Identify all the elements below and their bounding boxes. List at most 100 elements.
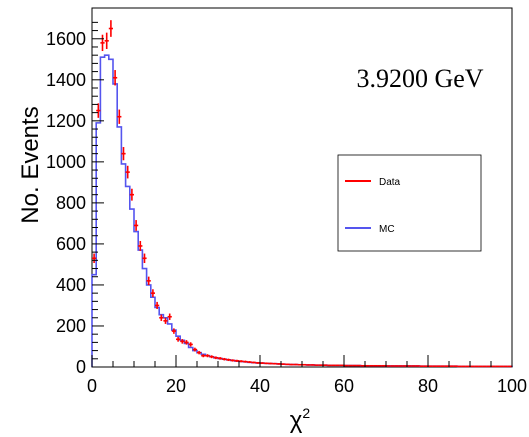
data-point bbox=[394, 365, 399, 367]
data-point bbox=[289, 363, 294, 366]
legend-label-data: Data bbox=[379, 177, 401, 188]
data-point bbox=[297, 363, 302, 366]
data-point bbox=[386, 365, 391, 367]
y-tick-label: 1400 bbox=[46, 70, 86, 90]
data-point bbox=[503, 365, 508, 368]
data-point bbox=[377, 364, 382, 367]
data-point bbox=[407, 365, 412, 367]
data-point bbox=[276, 363, 281, 365]
data-point bbox=[436, 365, 441, 367]
data-point bbox=[478, 365, 483, 368]
y-tick-label: 200 bbox=[56, 316, 86, 336]
data-point bbox=[264, 362, 269, 365]
data-point bbox=[125, 165, 130, 179]
data-point bbox=[344, 364, 349, 367]
data-point bbox=[285, 363, 290, 366]
data-point bbox=[226, 358, 231, 362]
data-point bbox=[129, 188, 134, 201]
data-point bbox=[293, 363, 298, 366]
data-point bbox=[369, 364, 374, 367]
data-point bbox=[432, 365, 437, 367]
data-point bbox=[381, 364, 386, 367]
legend-label-mc: MC bbox=[379, 224, 395, 235]
data-point bbox=[470, 365, 475, 368]
data-point bbox=[100, 34, 105, 52]
data-point bbox=[482, 365, 487, 368]
data-point bbox=[255, 361, 260, 364]
y-tick-label: 1000 bbox=[46, 152, 86, 172]
data-point bbox=[159, 314, 164, 321]
data-point bbox=[239, 360, 244, 363]
data-point bbox=[167, 313, 172, 320]
data-point bbox=[268, 362, 273, 365]
data-point bbox=[491, 365, 496, 368]
x-tick-label: 0 bbox=[87, 376, 97, 396]
y-axis-title: No. Events bbox=[17, 106, 44, 223]
data-point bbox=[171, 328, 176, 334]
data-point bbox=[495, 365, 500, 368]
data-point bbox=[348, 364, 353, 367]
data-point bbox=[150, 289, 155, 298]
legend-box bbox=[337, 154, 482, 252]
data-point bbox=[134, 220, 139, 231]
data-point bbox=[465, 365, 470, 368]
data-point bbox=[306, 364, 311, 366]
y-tick-label: 1600 bbox=[46, 29, 86, 49]
x-tick-label: 40 bbox=[250, 376, 270, 396]
data-point bbox=[260, 362, 265, 364]
data-point bbox=[327, 364, 332, 367]
data-point bbox=[155, 301, 160, 310]
data-point bbox=[440, 365, 445, 367]
data-point bbox=[243, 360, 248, 363]
data-point bbox=[142, 253, 147, 263]
data-point bbox=[428, 365, 433, 367]
y-axis-ticks: 0 200 400 600 800 1000 1200 1400 1600 bbox=[46, 21, 104, 377]
data-point bbox=[272, 362, 277, 365]
y-tick-label: 800 bbox=[56, 193, 86, 213]
x-axis-ticks: 0 20 40 60 80 100 bbox=[87, 355, 527, 396]
data-point bbox=[453, 365, 458, 367]
data-point bbox=[104, 32, 109, 50]
x-tick-label: 100 bbox=[497, 376, 527, 396]
data-point bbox=[373, 364, 378, 367]
data-point bbox=[230, 359, 235, 362]
legend: Data MC bbox=[337, 154, 482, 252]
data-point bbox=[251, 361, 256, 364]
data-point bbox=[180, 339, 185, 344]
y-tick-label: 400 bbox=[56, 275, 86, 295]
data-point bbox=[113, 70, 118, 86]
data-point bbox=[449, 365, 454, 367]
data-point bbox=[423, 365, 428, 367]
data-point bbox=[234, 359, 239, 362]
data-point bbox=[108, 20, 113, 37]
data-point bbox=[457, 365, 462, 368]
data-point bbox=[213, 356, 218, 360]
data-point bbox=[352, 364, 357, 367]
x-axis-title: χ2 bbox=[290, 405, 311, 434]
data-point bbox=[318, 364, 323, 366]
data-point bbox=[335, 364, 340, 367]
data-point bbox=[117, 109, 122, 124]
data-point bbox=[398, 365, 403, 367]
data-point bbox=[222, 357, 227, 361]
x-tick-label: 60 bbox=[334, 376, 354, 396]
data-point bbox=[188, 342, 193, 347]
data-point bbox=[205, 354, 210, 358]
data-point bbox=[314, 364, 319, 366]
data-point bbox=[201, 354, 206, 358]
data-point bbox=[331, 364, 336, 367]
data-point bbox=[96, 103, 101, 118]
data-point bbox=[507, 365, 512, 368]
data-point bbox=[302, 363, 307, 366]
data-point bbox=[419, 365, 424, 367]
data-point bbox=[411, 365, 416, 367]
data-point bbox=[360, 364, 365, 367]
data-point bbox=[390, 365, 395, 367]
x-tick-label: 80 bbox=[418, 376, 438, 396]
data-point bbox=[499, 365, 504, 368]
data-point bbox=[197, 350, 202, 355]
data-point bbox=[281, 363, 286, 365]
data-point bbox=[356, 364, 361, 367]
data-point bbox=[176, 336, 181, 342]
